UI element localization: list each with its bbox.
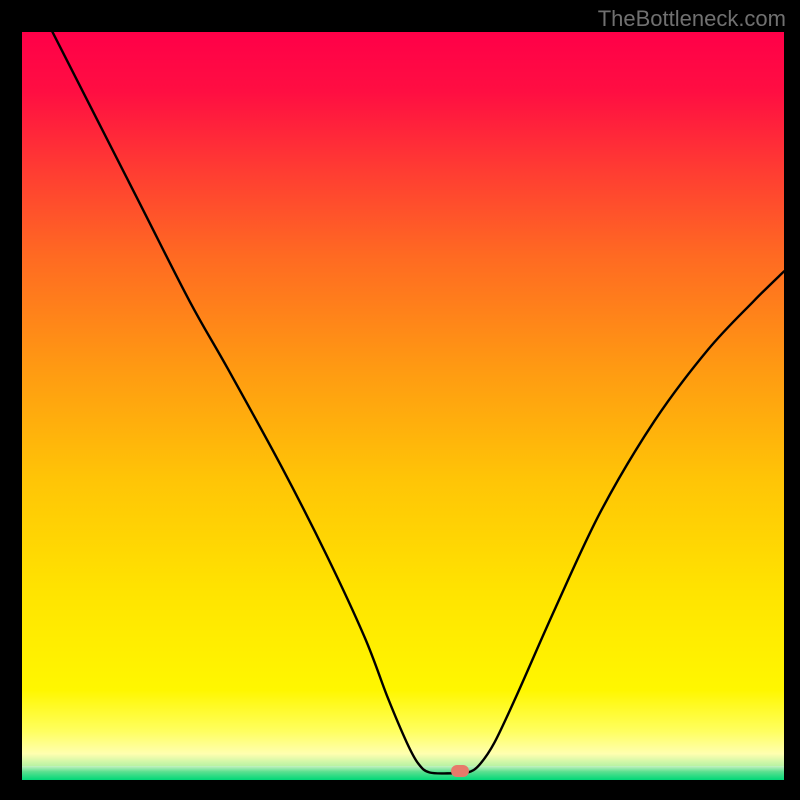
watermark-text: TheBottleneck.com (598, 6, 786, 32)
bottleneck-curve (22, 32, 784, 780)
plot-area (22, 32, 784, 780)
bottleneck-marker (451, 765, 469, 777)
